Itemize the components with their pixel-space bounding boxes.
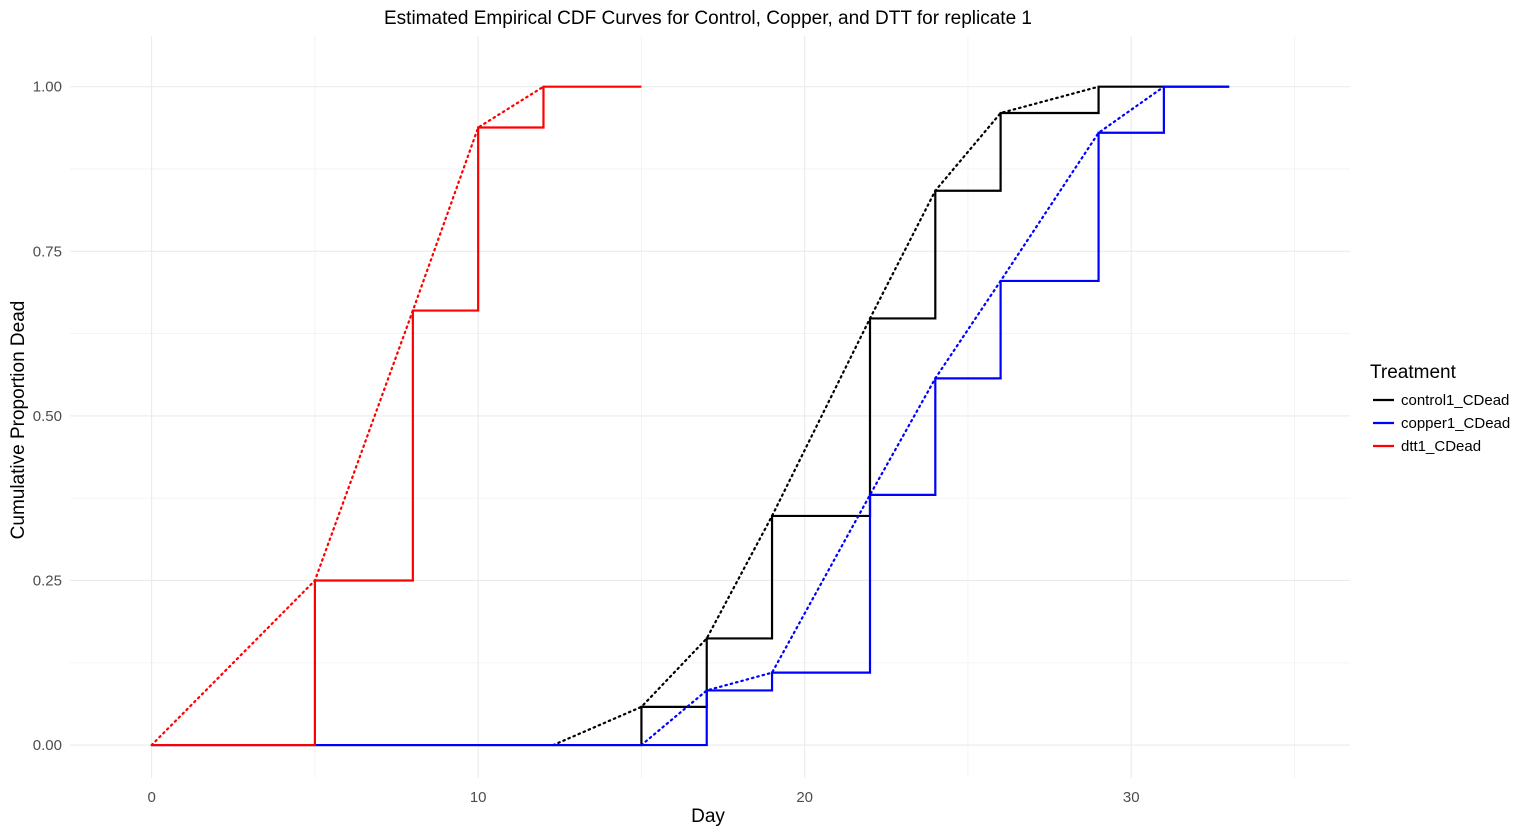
series-group <box>150 85 1230 747</box>
series-dtt1-cdead-step-line <box>151 85 642 747</box>
x-tick-label: 20 <box>796 789 813 806</box>
legend-item: copper1_CDead <box>1373 415 1510 432</box>
series-control1-cdead-dotted-line <box>552 85 1100 747</box>
legend-label: control1_CDead <box>1401 392 1509 409</box>
series-copper1-cdead-step-line <box>151 85 1230 747</box>
y-tick-label: 1.00 <box>33 79 62 96</box>
x-tick-label: 0 <box>147 789 155 806</box>
y-tick-label: 0.25 <box>33 572 62 589</box>
x-tick-label: 10 <box>470 789 487 806</box>
series-copper1-cdead-dotted-line <box>640 85 1165 747</box>
series-control1-cdead-step-line <box>151 85 1230 747</box>
legend-label: dtt1_CDead <box>1401 438 1481 455</box>
legend-item: dtt1_CDead <box>1373 438 1481 455</box>
x-tick-label: 30 <box>1123 789 1140 806</box>
y-tick-label: 0.50 <box>33 408 62 425</box>
legend-title: Treatment <box>1370 362 1457 383</box>
tick-labels: 0 10 20 30 0.00 0.25 0.50 0.75 1.00 <box>33 79 1140 806</box>
legend: Treatment control1_CDead copper1_CDeaddtt… <box>1370 362 1510 455</box>
x-axis-title: Day <box>691 806 725 827</box>
y-tick-label: 0.00 <box>33 737 62 754</box>
gridlines <box>70 36 1350 778</box>
y-axis-title: Cumulative Proportion Dead <box>8 301 29 540</box>
legend-label: copper1_CDead <box>1401 415 1510 432</box>
legend-items: control1_CDead copper1_CDead dtt1_CDead <box>1373 392 1510 455</box>
y-tick-label: 0.75 <box>33 243 62 260</box>
legend-item: control1_CDead <box>1373 392 1509 409</box>
chart-title: Estimated Empirical CDF Curves for Contr… <box>384 8 1032 29</box>
